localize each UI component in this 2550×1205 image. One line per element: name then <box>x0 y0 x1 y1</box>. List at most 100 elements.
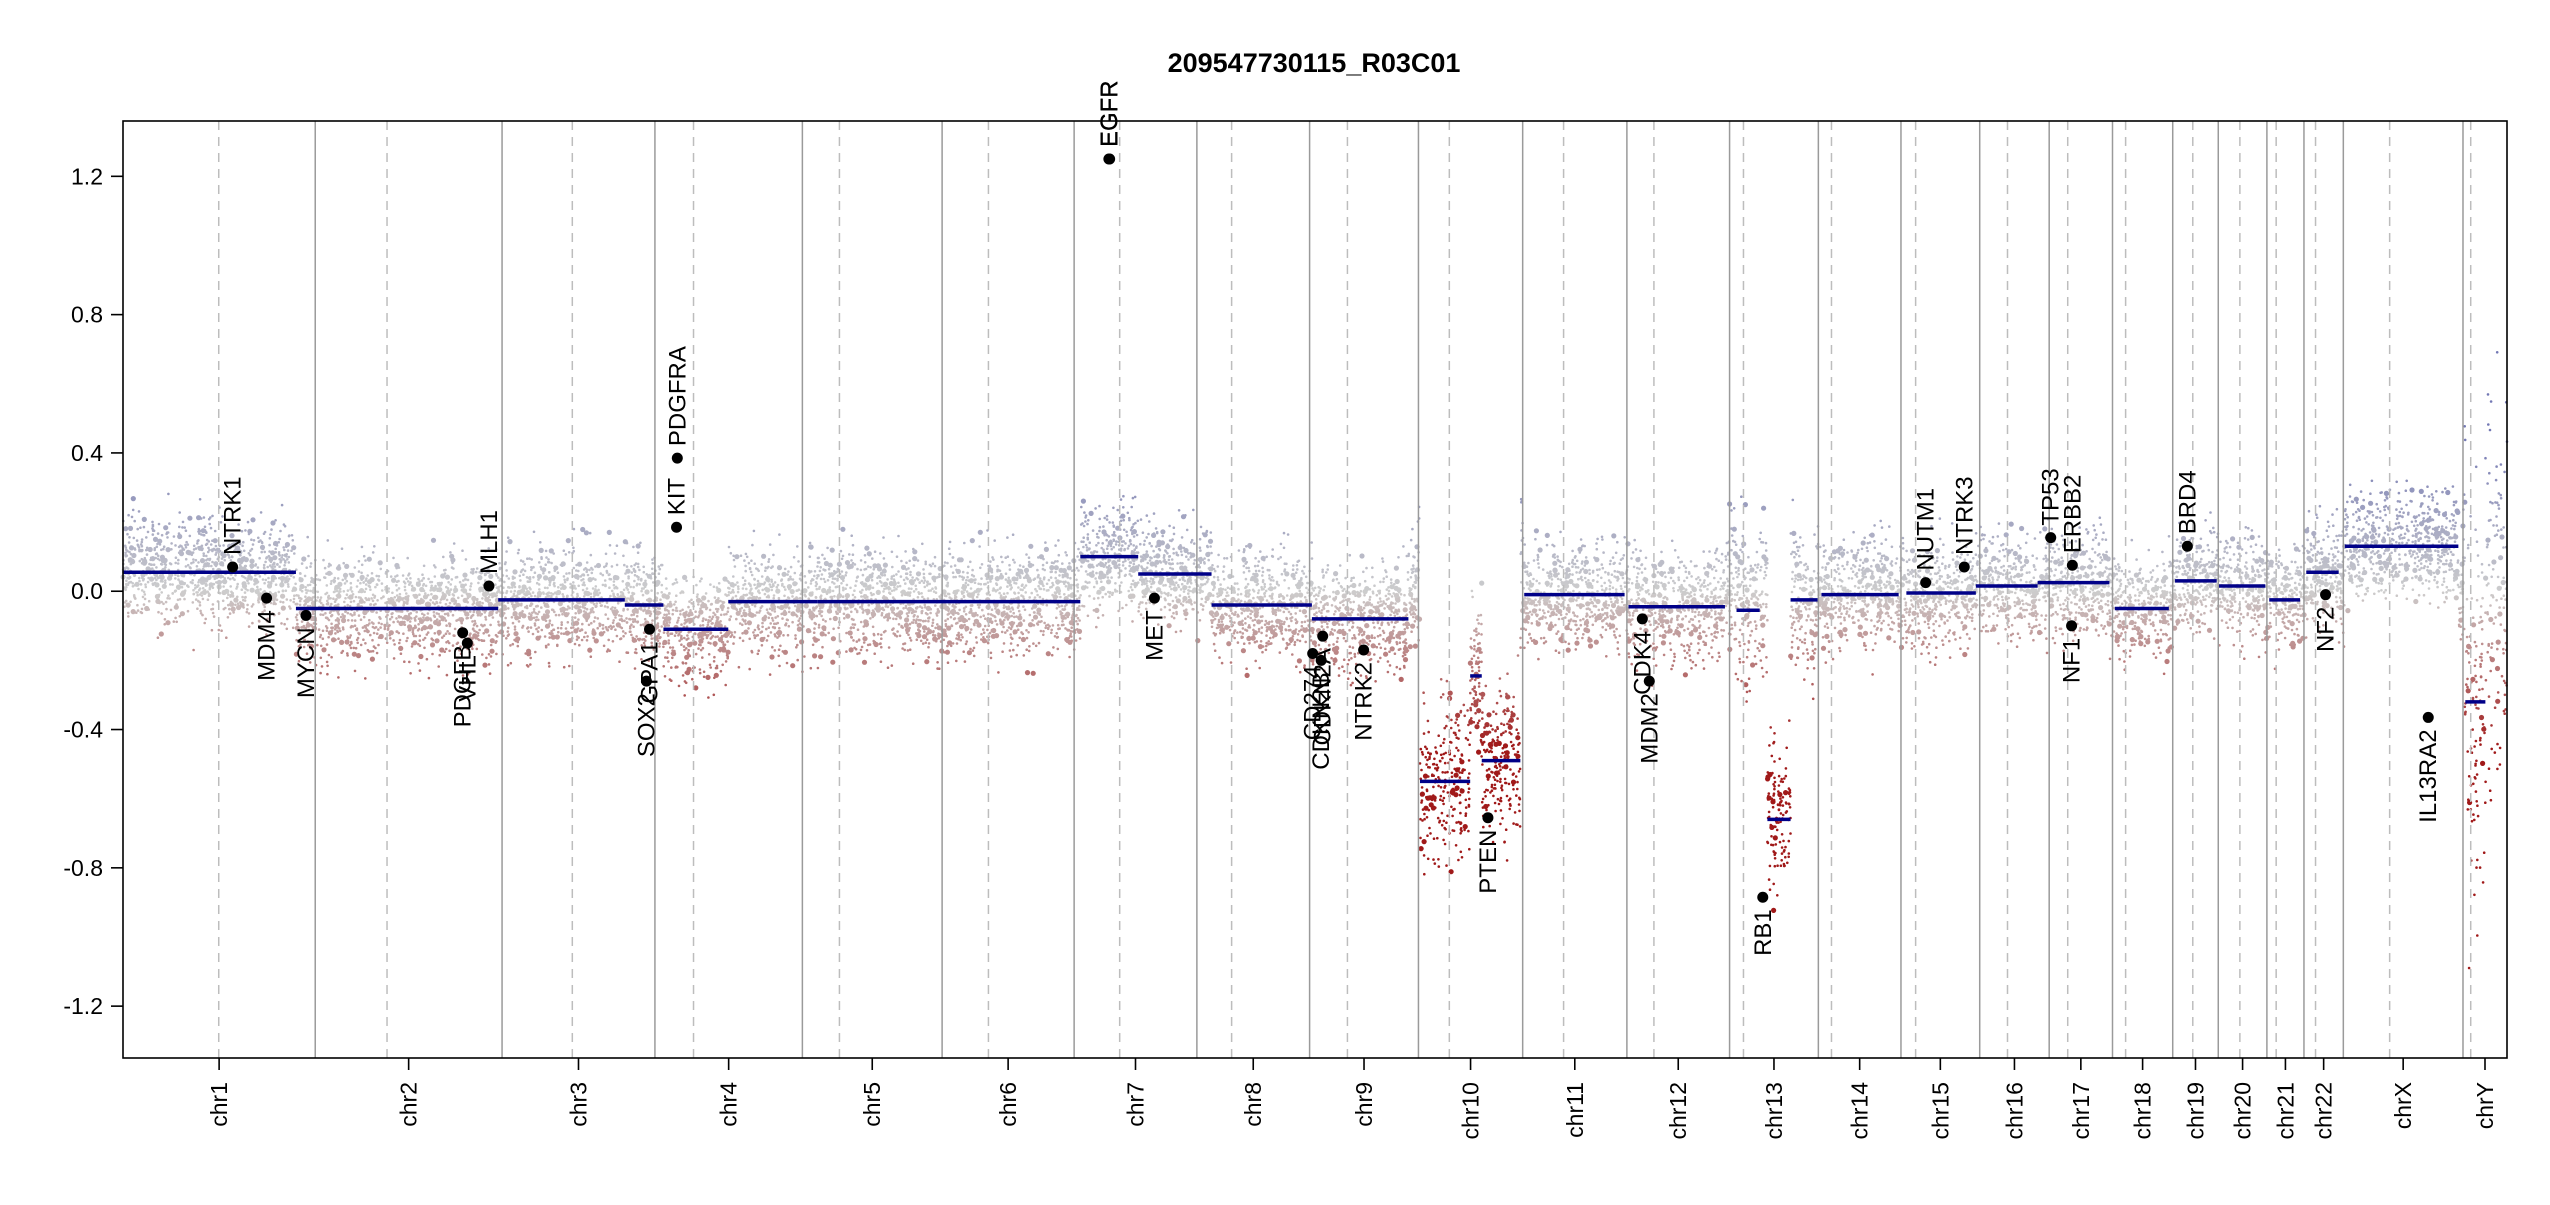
probe-dot <box>295 594 299 597</box>
probe-dot <box>1025 553 1028 556</box>
probe-dot <box>574 604 580 610</box>
probe-dot <box>153 576 157 580</box>
probe-dot <box>836 577 839 580</box>
probe-dot <box>304 586 308 589</box>
probe-dot <box>350 590 354 593</box>
probe-dot <box>1032 614 1039 620</box>
probe-dot <box>589 595 593 599</box>
probe-dot <box>758 591 761 595</box>
probe-dot <box>543 602 549 608</box>
probe-dot <box>366 574 370 577</box>
probe-dot <box>859 581 863 585</box>
probe-dot <box>887 646 891 649</box>
probe-dot <box>348 643 352 647</box>
probe-dot <box>261 578 265 581</box>
probe-dot <box>255 585 259 589</box>
probe-dot <box>1067 583 1073 590</box>
probe-dot <box>235 540 238 544</box>
probe-dot <box>1010 586 1013 589</box>
probe-dot <box>387 587 391 590</box>
probe-dot <box>868 584 872 587</box>
probe-dot <box>673 603 676 606</box>
probe-dot <box>828 586 832 589</box>
probe-dot <box>307 554 310 558</box>
probe-dot <box>287 534 291 538</box>
probe-dot <box>625 621 629 624</box>
probe-dot <box>1062 580 1065 584</box>
probe-dot <box>882 557 886 560</box>
probe-dot <box>982 628 985 631</box>
probe-dot <box>922 568 925 571</box>
probe-dot <box>144 585 148 589</box>
probe-dot <box>702 675 706 679</box>
probe-dot <box>833 595 836 598</box>
probe-dot <box>584 631 587 634</box>
probe-dot <box>741 587 745 590</box>
probe-dot <box>469 585 473 588</box>
probe-dot <box>968 631 972 634</box>
probe-dot <box>763 615 766 618</box>
probe-dot <box>625 568 631 574</box>
probe-dot <box>1045 651 1051 657</box>
probe-dot <box>294 616 298 619</box>
probe-dot <box>406 556 410 560</box>
probe-dot <box>529 663 532 666</box>
probe-dot <box>250 538 253 541</box>
probe-dot <box>294 582 297 586</box>
probe-dot <box>724 660 728 663</box>
probe-dot <box>638 638 641 642</box>
probe-dot <box>552 552 555 555</box>
probe-dot <box>876 582 879 585</box>
probe-dot <box>892 574 896 578</box>
probe-dot <box>266 565 270 569</box>
probe-dot <box>445 624 448 627</box>
probe-dot <box>617 614 621 617</box>
probe-dot <box>705 607 708 611</box>
probe-dot <box>200 528 206 534</box>
probe-dot <box>486 600 490 603</box>
probe-dot <box>252 539 256 542</box>
probe-dot <box>890 664 894 667</box>
probe-dot <box>164 600 168 604</box>
probe-dot <box>401 597 405 600</box>
probe-dot <box>532 616 536 620</box>
probe-dot <box>525 664 529 667</box>
probe-dot <box>496 590 500 593</box>
probe-dot <box>327 635 330 639</box>
probe-dot <box>509 590 513 593</box>
probe-dot <box>321 613 325 617</box>
probe-dot <box>480 623 483 627</box>
probe-dot <box>189 581 193 584</box>
probe-dot <box>201 567 205 571</box>
probe-dot <box>777 648 781 651</box>
probe-dot <box>607 638 610 642</box>
probe-dot <box>775 588 781 594</box>
probe-dot <box>667 639 671 642</box>
probe-dot <box>435 618 439 621</box>
probe-dot <box>774 616 777 619</box>
probe-dot <box>626 597 630 600</box>
probe-dot <box>868 553 872 557</box>
probe-dot <box>376 599 379 602</box>
probe-dot <box>719 631 723 634</box>
probe-dot <box>842 612 846 616</box>
probe-dot <box>593 616 597 619</box>
probe-dot <box>1038 595 1042 599</box>
probe-dot <box>819 631 825 637</box>
probe-dot <box>770 588 774 592</box>
probe-dot <box>744 619 747 622</box>
probe-dot <box>642 641 646 645</box>
probe-dot <box>437 587 443 593</box>
probe-dot <box>281 589 285 593</box>
probe-dot <box>856 567 859 571</box>
probe-dot <box>1018 636 1021 640</box>
probe-dot <box>548 571 551 574</box>
probe-dot <box>491 616 495 619</box>
probe-dot <box>882 595 886 598</box>
probe-dot <box>733 565 737 568</box>
probe-dot <box>949 565 953 568</box>
probe-dot <box>928 616 931 619</box>
probe-dot <box>533 624 537 627</box>
probe-dot <box>511 621 515 625</box>
probe-dot <box>344 563 350 570</box>
